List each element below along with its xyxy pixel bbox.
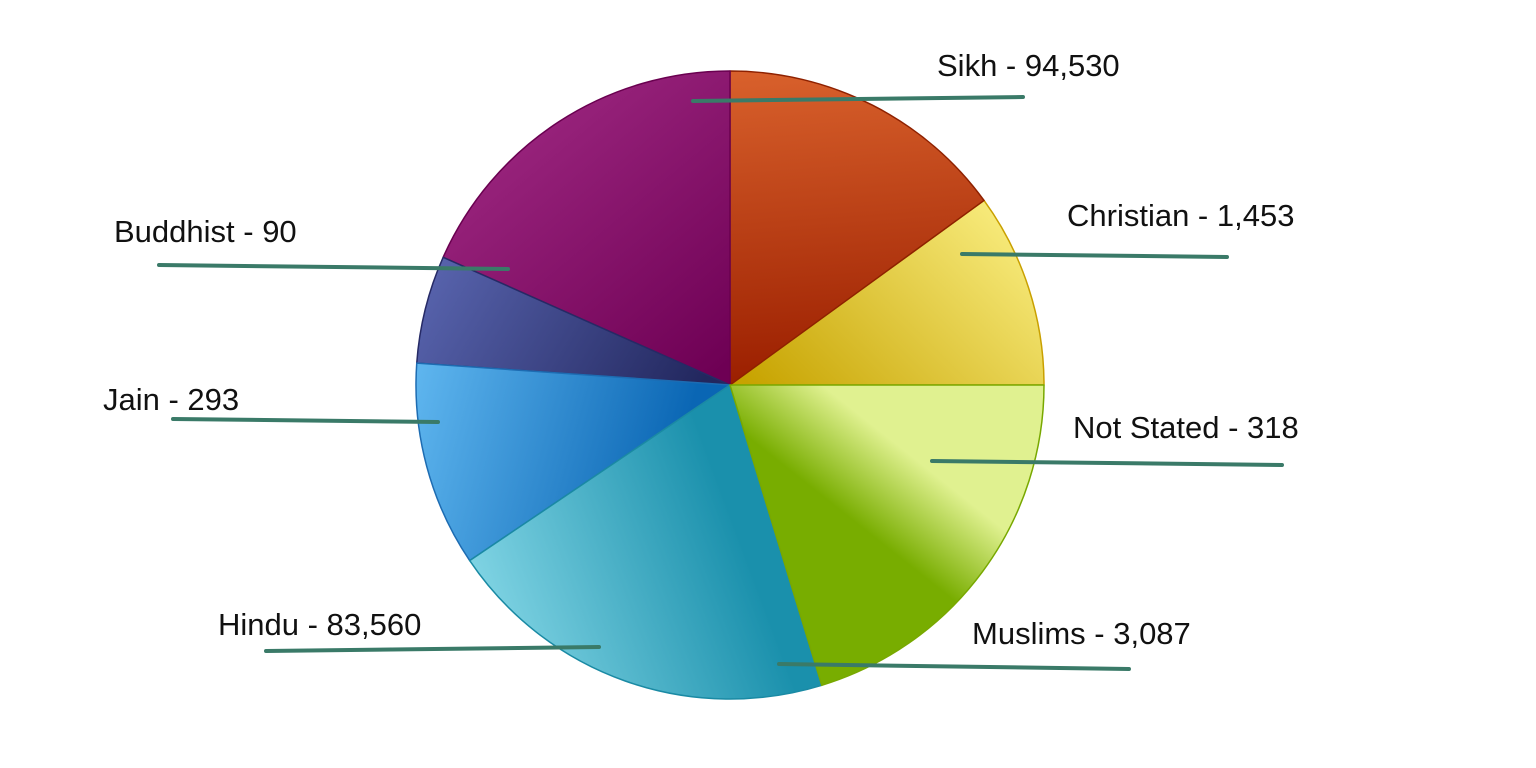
slice-label-jain: Jain - 293 (103, 382, 239, 417)
leader-line-muslims (777, 662, 1131, 671)
pie-slice-sikh (442, 70, 731, 386)
leader-line-jain (171, 417, 440, 424)
slice-label-sikh: Sikh - 94,530 (937, 48, 1120, 83)
leader-line-christian (960, 252, 1229, 259)
leader-line-hindu (264, 645, 601, 653)
leader-line-sikh (691, 95, 1025, 103)
pie-slice-not-stated (729, 199, 1045, 386)
slice-label-muslims: Muslims - 3,087 (972, 616, 1191, 651)
slice-label-buddhist: Buddhist - 90 (114, 214, 297, 249)
pie-slice-christian (729, 70, 985, 386)
slice-label-not-stated: Not Stated - 318 (1073, 410, 1299, 445)
leader-line-buddhist (157, 263, 510, 271)
slice-label-hindu: Hindu - 83,560 (218, 607, 421, 642)
pie-slice-jain (415, 362, 731, 562)
leader-lines (157, 95, 1284, 671)
leader-line-not-stated (930, 459, 1284, 467)
slice-label-christian: Christian - 1,453 (1067, 198, 1294, 233)
slice-labels: Not Stated - 318 Christian - 1,453 Sikh - … (103, 48, 1299, 651)
pie-slices (415, 70, 1045, 700)
pie-slice-hindu (468, 384, 823, 700)
